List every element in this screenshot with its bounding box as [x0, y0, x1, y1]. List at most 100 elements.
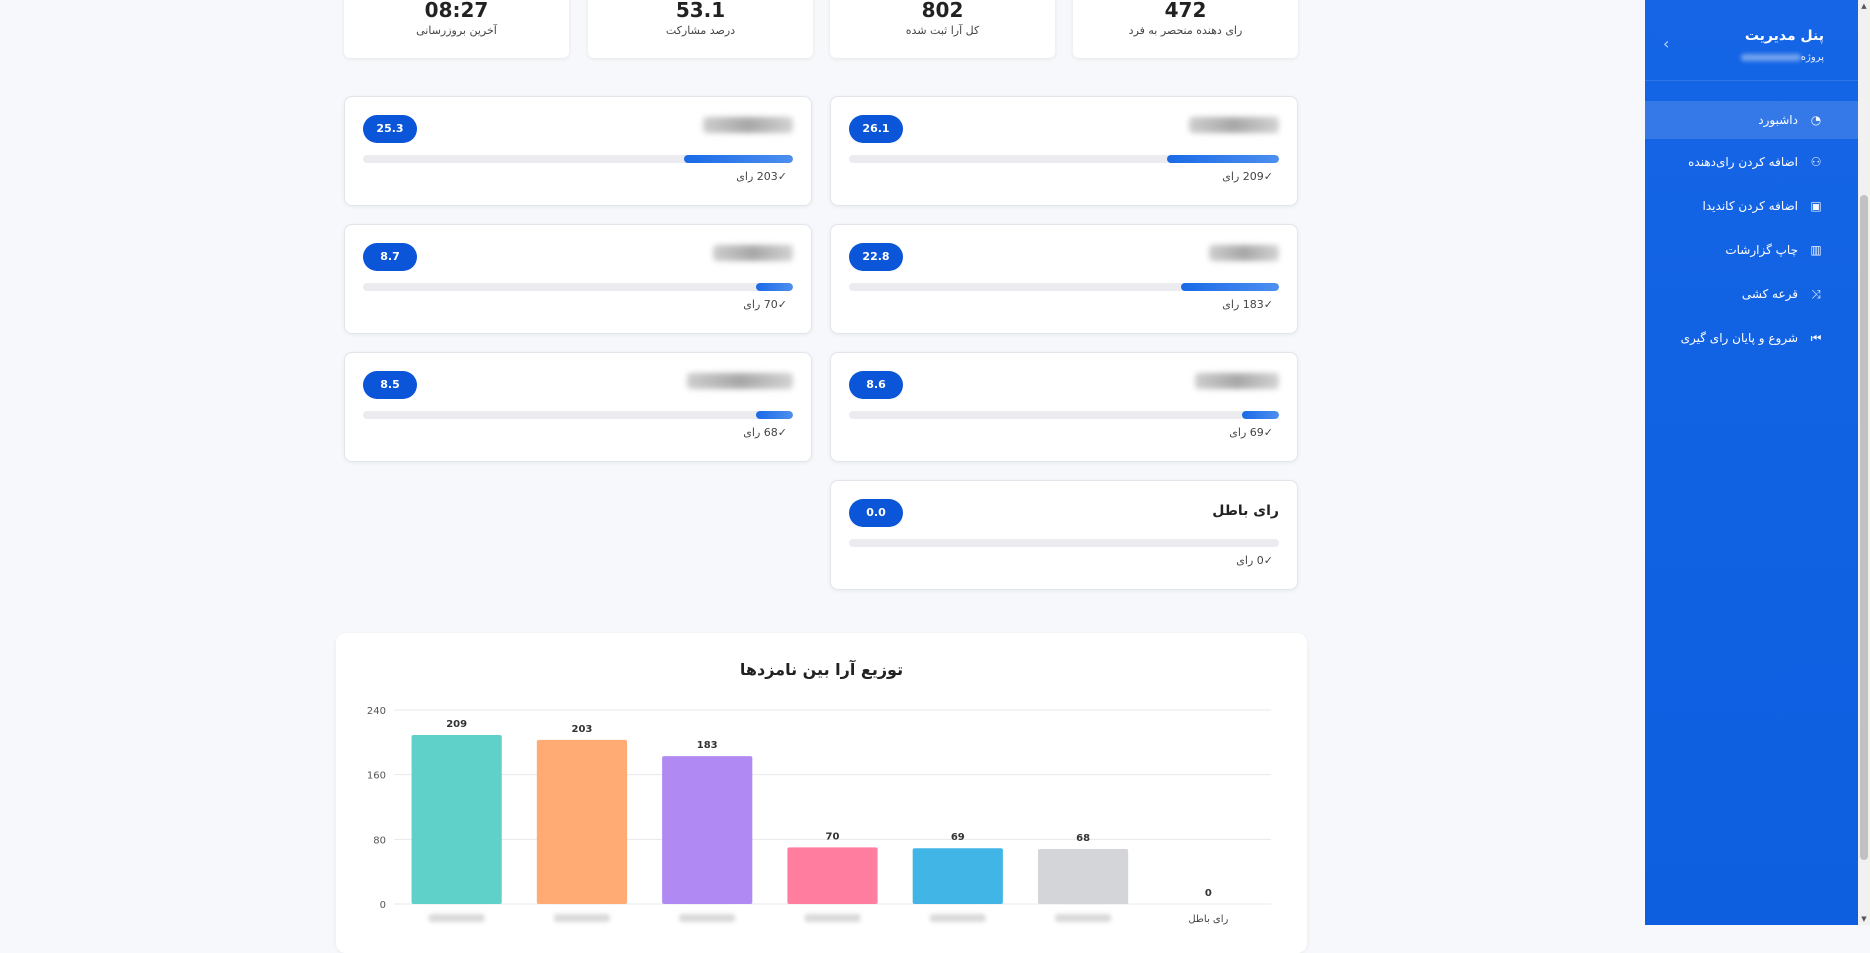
vote-count: ✓183 رای — [1222, 298, 1273, 311]
shuffle-icon: ⤨ — [1811, 286, 1821, 301]
sidebar-item-dashboard[interactable]: ◔ داشبورد — [1645, 101, 1858, 139]
scroll-up-arrow-icon[interactable]: ▲ — [1861, 2, 1867, 10]
stat-label: آخرین بروزرسانی — [416, 24, 497, 37]
stat-card-unique-voters: 472 رای دهنده منحصر به فرد — [1073, 0, 1298, 58]
y-tick-label: 0 — [380, 900, 386, 911]
sidebar-item-label: شروع و پایان رای گیری — [1680, 331, 1798, 345]
chart-bar — [411, 735, 502, 904]
stat-card-participation: 53.1 درصد مشارکت — [588, 0, 813, 58]
check-icon: ✓ — [1263, 554, 1273, 567]
scrollbar-thumb[interactable] — [1860, 195, 1868, 860]
scroll-down-arrow-icon[interactable]: ▼ — [1861, 915, 1867, 923]
sidebar: پنل مدیریت پروژه ‹ ◔ داشبورد ⚇ اضافه کرد… — [1645, 0, 1858, 925]
candidate-name-blurred — [1209, 245, 1279, 261]
stat-value: 472 — [1164, 0, 1207, 22]
dashboard-icon: ◔ — [1810, 113, 1822, 127]
bar-value-label: 69 — [951, 832, 965, 843]
report-icon: ▥ — [1810, 243, 1822, 257]
bar-value-label: 203 — [571, 724, 592, 735]
sidebar-item-add-voter[interactable]: ⚇ اضافه کردن رای‌دهنده — [1645, 143, 1858, 181]
sidebar-item-label: اضافه کردن رای‌دهنده — [1688, 155, 1798, 169]
check-icon: ✓ — [1263, 170, 1273, 183]
check-icon: ✓ — [777, 298, 787, 311]
x-tick-label-blurred — [428, 914, 485, 922]
chart-bar — [536, 739, 628, 904]
candidate-card: 8.7 ✓70 رای — [344, 224, 812, 334]
y-tick-label: 160 — [367, 771, 386, 782]
candidate-name-blurred — [1189, 117, 1279, 133]
percent-badge: 8.5 — [363, 371, 417, 399]
chart-bar — [662, 756, 753, 904]
sidebar-item-print-reports[interactable]: ▥ چاپ گزارشات — [1645, 231, 1858, 269]
x-tick-label-blurred — [679, 914, 736, 922]
skip-icon: ⏮ — [1810, 330, 1822, 345]
vote-count: ✓68 رای — [743, 426, 787, 439]
check-icon: ✓ — [1263, 298, 1273, 311]
stat-value: 53.1 — [675, 0, 726, 22]
x-tick-label-blurred — [929, 914, 986, 922]
candidate-card: 25.3 ✓203 رای — [344, 96, 812, 206]
stat-card-last-update: 08:27 آخرین بروزرسانی — [344, 0, 569, 58]
percent-badge: 8.6 — [849, 371, 903, 399]
vote-count: ✓69 رای — [1229, 426, 1273, 439]
bar-value-label: 68 — [1076, 833, 1090, 844]
chart-title: توزیع آرا بین نامزدها — [739, 660, 904, 679]
sidebar-title: پنل مدیریت — [1744, 28, 1824, 44]
candidate-name-blurred — [1195, 373, 1279, 389]
progress-track — [849, 539, 1279, 547]
progress-fill — [1166, 155, 1279, 163]
progress-track — [363, 283, 793, 291]
candidate-card: 8.5 ✓68 رای — [344, 352, 812, 462]
check-icon: ✓ — [777, 426, 787, 439]
stat-value: 08:27 — [424, 0, 489, 22]
vote-count: ✓0 رای — [1236, 554, 1273, 567]
chart-bar — [1037, 849, 1129, 904]
sidebar-item-label: داشبورد — [1758, 113, 1798, 127]
percent-badge: 25.3 — [363, 115, 417, 143]
stat-label: درصد مشارکت — [665, 24, 736, 37]
progress-track — [849, 411, 1279, 419]
stat-card-total-votes: 802 کل آرا ثبت شده — [830, 0, 1055, 58]
vote-count: ✓209 رای — [1222, 170, 1273, 183]
users-icon: ⚇ — [1810, 155, 1822, 169]
sidebar-collapse-chevron-icon[interactable]: ‹ — [1663, 34, 1670, 53]
y-tick-label: 80 — [373, 835, 386, 846]
bar-value-label: 70 — [826, 831, 840, 842]
sidebar-item-lottery[interactable]: ⤨ قرعه کشی — [1645, 275, 1858, 313]
bar-value-label: 183 — [697, 740, 718, 751]
vote-count: ✓70 رای — [743, 298, 787, 311]
candidate-card: 26.1 ✓209 رای — [830, 96, 1298, 206]
bar-value-label: 209 — [446, 719, 467, 730]
x-tick-label: رای باطل — [1188, 914, 1228, 925]
progress-track — [849, 155, 1279, 163]
progress-fill — [684, 155, 793, 163]
percent-badge: 22.8 — [849, 243, 903, 271]
sidebar-item-label: چاپ گزارشات — [1725, 243, 1798, 257]
sidebar-header: پنل مدیریت پروژه ‹ — [1645, 0, 1858, 81]
percent-badge: 0.0 — [849, 499, 903, 527]
vote-distribution-chart: 0 80 160 240 209 203 183 70 69 68 0 رای باطل — [367, 706, 1271, 925]
project-name-blurred — [1740, 53, 1801, 61]
bar-value-label: 0 — [1205, 888, 1212, 899]
vote-distribution-chart-card: توزیع آرا بین نامزدها 0 80 160 240 209 203 183… — [336, 633, 1307, 953]
candidate-card: 22.8 ✓183 رای — [830, 224, 1298, 334]
sidebar-item-add-candidate[interactable]: ▣ اضافه کردن کاندیدا — [1645, 187, 1858, 225]
candidate-card-invalid: رای باطل 0.0 ✓0 رای — [830, 480, 1298, 590]
candidate-icon: ▣ — [1810, 199, 1822, 213]
progress-fill — [756, 411, 793, 419]
progress-fill — [1242, 411, 1279, 419]
sidebar-item-label: اضافه کردن کاندیدا — [1702, 199, 1798, 213]
stat-label: رای دهنده منحصر به فرد — [1128, 24, 1243, 37]
x-tick-label-blurred — [804, 914, 861, 922]
sidebar-item-start-end-voting[interactable]: ⏮ شروع و پایان رای گیری — [1645, 319, 1858, 357]
candidate-name-blurred — [687, 373, 793, 389]
candidate-name: رای باطل — [1212, 503, 1279, 519]
progress-fill — [755, 283, 793, 291]
progress-track — [849, 283, 1279, 291]
candidate-name-blurred — [713, 245, 793, 261]
candidate-card: 8.6 ✓69 رای — [830, 352, 1298, 462]
vote-count: ✓203 رای — [736, 170, 787, 183]
x-tick-label-blurred — [1055, 914, 1112, 922]
project-label: پروژه — [1737, 52, 1824, 63]
progress-track — [363, 155, 793, 163]
